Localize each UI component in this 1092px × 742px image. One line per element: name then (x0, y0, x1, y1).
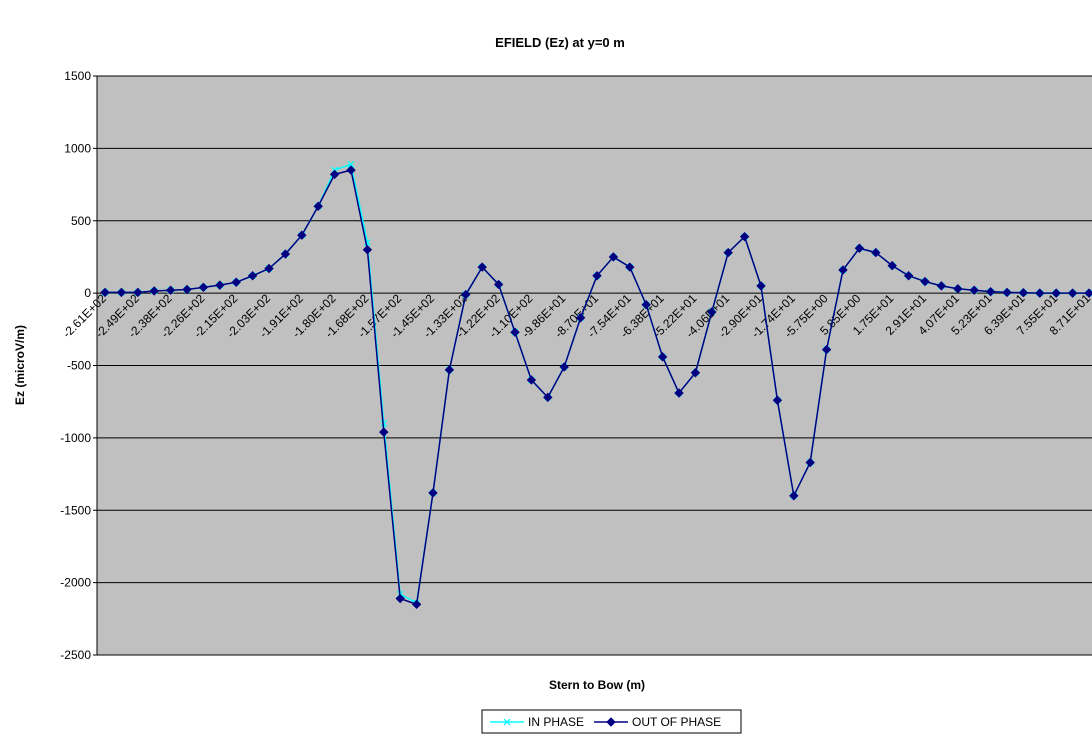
marker (379, 427, 389, 437)
marker (723, 247, 733, 258)
marker (1067, 288, 1078, 298)
marker (985, 286, 996, 297)
y-tick-label: 1000 (64, 141, 91, 155)
legend-label: OUT OF PHASE (632, 715, 721, 729)
marker (182, 284, 192, 295)
marker (854, 243, 865, 253)
marker (1002, 287, 1012, 298)
marker (920, 276, 930, 287)
marker (510, 327, 520, 337)
marker (575, 313, 586, 323)
marker (297, 230, 307, 240)
marker (198, 282, 209, 293)
marker (1018, 287, 1029, 298)
marker (461, 289, 471, 300)
marker (739, 231, 750, 242)
marker (887, 260, 897, 271)
marker (756, 281, 766, 291)
marker (821, 344, 832, 355)
marker (953, 284, 963, 294)
y-tick-label: 0 (84, 286, 91, 300)
marker (493, 279, 504, 290)
marker (362, 244, 373, 255)
marker (116, 287, 127, 298)
x-axis-label: Stern to Bow (m) (549, 678, 645, 692)
marker (231, 277, 241, 287)
marker (903, 271, 914, 281)
marker (428, 488, 438, 498)
marker (149, 286, 159, 296)
marker (503, 718, 511, 726)
marker (526, 375, 537, 385)
chart-title: EFIELD (Ez) at y=0 m (495, 35, 625, 50)
marker (1051, 288, 1061, 298)
marker (805, 457, 815, 468)
marker (477, 262, 487, 272)
marker (329, 169, 340, 180)
marker (100, 287, 110, 298)
marker (346, 165, 356, 175)
marker (592, 271, 602, 281)
y-tick-label: -1500 (60, 503, 91, 517)
marker (871, 247, 881, 258)
marker (395, 593, 405, 604)
y-tick-label: -500 (67, 359, 91, 373)
marker (772, 395, 783, 405)
marker (133, 287, 143, 298)
marker (969, 285, 979, 295)
y-tick-label: -2500 (60, 648, 91, 662)
y-tick-label: 1500 (64, 69, 91, 83)
marker (690, 368, 701, 378)
marker (657, 352, 668, 362)
marker (215, 280, 225, 290)
y-tick-label: -1000 (60, 431, 91, 445)
marker (247, 271, 258, 281)
y-tick-label: 500 (71, 214, 91, 228)
marker (313, 201, 323, 211)
marker (543, 392, 553, 403)
marker (264, 263, 274, 274)
marker (936, 281, 947, 291)
y-tick-label: -2000 (60, 576, 91, 590)
marker (280, 249, 291, 259)
marker (165, 285, 176, 295)
marker (347, 160, 355, 168)
marker (625, 262, 635, 272)
marker (559, 362, 569, 372)
marker (380, 419, 388, 427)
marker (444, 365, 455, 375)
marker (641, 299, 651, 310)
legend-label: IN PHASE (528, 715, 584, 729)
marker (411, 599, 422, 610)
marker (674, 388, 684, 398)
marker (838, 265, 848, 275)
marker (1035, 288, 1045, 298)
marker (707, 307, 717, 317)
marker (608, 252, 619, 262)
marker (789, 491, 799, 501)
marker (606, 717, 616, 727)
y-axis-label: Ez (microV/m) (13, 325, 27, 405)
